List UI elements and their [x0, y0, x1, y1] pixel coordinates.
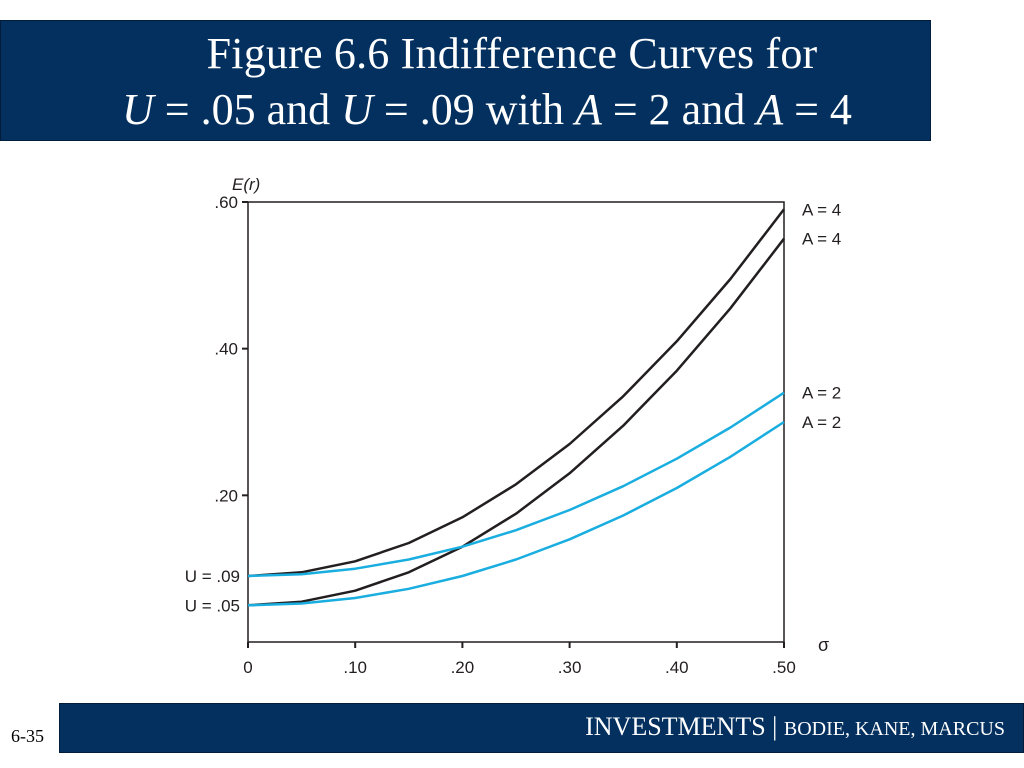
title-a2-text: = 4 [783, 85, 852, 134]
y-tick-label: .60 [214, 193, 238, 212]
page-number: 6-35 [11, 726, 44, 746]
u-level-label: U = .05 [185, 596, 240, 615]
plot-frame [247, 201, 785, 643]
x-tick-label: .40 [665, 658, 689, 677]
title-a1-text: = 2 and [601, 85, 757, 134]
title-u1-text: = .05 and [153, 85, 342, 134]
title-u2-text: = .09 with [372, 85, 575, 134]
y-axis-label: E(r) [232, 175, 260, 194]
footer-brand: INVESTMENTS | [585, 712, 784, 741]
series-end-label: A = 4 [802, 230, 841, 249]
indifference-curve-chart: .20 .40 .60 0 .10 .20 .30 .40 .50 U = .09 U = .05 E… [185, 175, 842, 677]
x-tick-label: .10 [343, 658, 367, 677]
series-line [247, 420, 785, 607]
footer-bar: INVESTMENTS | BODIE, KANE, MARCUS [59, 703, 1024, 753]
x-tick-label: .30 [558, 658, 582, 677]
y-tick-label: .40 [214, 340, 238, 359]
slide-title-line2: U = .05 and U = .09 with A = 2 and A = 4 [122, 82, 852, 138]
y-tick-label: .20 [214, 486, 238, 505]
slide-title-line1: Figure 6.6 Indifference Curves for [206, 29, 818, 78]
series-end-label: A = 2 [802, 413, 841, 432]
title-bar [0, 20, 931, 141]
x-tick-label: .50 [772, 658, 796, 677]
footer-authors: BODIE, KANE, MARCUS [783, 718, 1005, 740]
title-a1-var: A [574, 85, 602, 134]
title-u2-var: U [341, 85, 373, 134]
u-level-label: U = .09 [185, 567, 240, 586]
x-tick-label: .20 [451, 658, 475, 677]
footer-text: INVESTMENTS | BODIE, KANE, MARCUS [585, 712, 1005, 744]
title-a2-var: A [756, 85, 784, 134]
x-tick-label: 0 [243, 658, 252, 677]
series-end-label: A = 4 [802, 200, 841, 219]
title-u1-var: U [122, 85, 154, 134]
series-line [247, 391, 785, 578]
series-line [247, 237, 785, 607]
series-end-label: A = 2 [802, 384, 841, 403]
series-line [247, 208, 785, 578]
x-axis-label: σ [818, 635, 829, 655]
